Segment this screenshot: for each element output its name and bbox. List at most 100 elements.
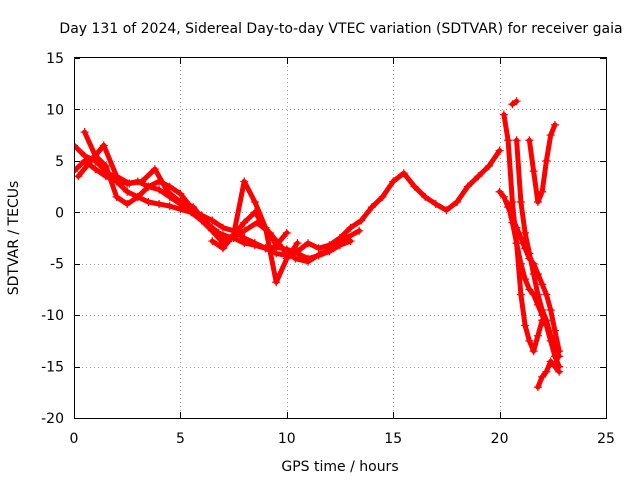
data-point bbox=[399, 169, 408, 178]
data-point bbox=[538, 372, 547, 381]
data-point bbox=[91, 165, 100, 174]
data-point bbox=[272, 241, 281, 250]
data-point bbox=[529, 347, 538, 356]
data-point bbox=[533, 331, 542, 340]
data-point bbox=[463, 182, 472, 191]
y-tick-label: 5 bbox=[55, 154, 64, 170]
data-point bbox=[240, 239, 249, 248]
data-point bbox=[550, 326, 559, 335]
data-point bbox=[293, 249, 302, 258]
data-point bbox=[163, 187, 172, 196]
series-track-l bbox=[508, 97, 521, 109]
data-point bbox=[208, 237, 217, 246]
y-tick-labels: -20 -15 -10 -5 0 5 10 15 bbox=[41, 51, 64, 427]
series-track-e bbox=[208, 208, 302, 287]
data-point bbox=[165, 202, 174, 211]
y-tick-label: -5 bbox=[50, 257, 64, 273]
x-tick-label: 20 bbox=[491, 431, 509, 447]
data-point bbox=[346, 223, 355, 232]
data-point bbox=[378, 192, 387, 201]
data-point bbox=[453, 198, 462, 206]
data-point bbox=[525, 285, 534, 294]
data-point bbox=[546, 306, 555, 314]
data-point bbox=[533, 270, 542, 278]
data-point bbox=[529, 167, 538, 176]
x-tick-labels: 0 5 10 15 20 25 bbox=[70, 431, 615, 447]
data-point bbox=[355, 226, 364, 235]
data-point bbox=[144, 198, 153, 206]
data-point bbox=[208, 216, 217, 225]
data-point bbox=[144, 182, 153, 191]
data-point bbox=[533, 383, 542, 392]
data-point bbox=[512, 239, 521, 248]
y-tick-label: -10 bbox=[41, 308, 64, 324]
y-tick-label: 10 bbox=[46, 102, 64, 118]
data-point bbox=[495, 187, 504, 196]
data-point bbox=[499, 192, 508, 201]
series-line bbox=[535, 358, 562, 390]
data-point bbox=[410, 182, 419, 191]
data-point bbox=[91, 151, 100, 160]
data-point bbox=[155, 185, 164, 194]
data-point bbox=[314, 244, 323, 253]
data-point bbox=[150, 165, 159, 174]
data-point bbox=[521, 244, 530, 253]
data-point bbox=[521, 228, 530, 237]
data-point bbox=[521, 321, 530, 330]
data-point bbox=[550, 362, 559, 371]
data-point bbox=[218, 223, 227, 232]
y-tick-label: 15 bbox=[46, 51, 64, 67]
series-line bbox=[501, 112, 545, 354]
data-point bbox=[99, 141, 108, 150]
data-point bbox=[442, 206, 451, 215]
data-point bbox=[282, 228, 291, 237]
series-track-h bbox=[512, 136, 564, 361]
series-track-j bbox=[525, 120, 559, 206]
data-point bbox=[357, 216, 366, 225]
x-tick-label: 0 bbox=[70, 431, 79, 447]
data-point bbox=[508, 198, 517, 206]
data-point bbox=[508, 100, 517, 109]
data-point bbox=[525, 336, 534, 345]
data-point bbox=[516, 198, 525, 206]
data-point bbox=[112, 192, 121, 201]
data-point bbox=[272, 278, 281, 287]
data-point bbox=[546, 331, 555, 340]
data-point bbox=[533, 290, 542, 299]
data-point bbox=[250, 208, 259, 217]
data-point bbox=[123, 200, 132, 209]
data-point bbox=[218, 244, 227, 253]
data-point bbox=[87, 156, 96, 165]
data-point bbox=[525, 254, 534, 263]
data-point bbox=[546, 357, 555, 366]
series-track-i bbox=[495, 187, 564, 356]
data-point bbox=[512, 136, 521, 145]
series-track-d bbox=[80, 128, 291, 250]
data-point bbox=[525, 136, 534, 145]
data-point bbox=[555, 347, 564, 356]
data-point bbox=[538, 280, 547, 289]
data-point bbox=[504, 203, 513, 212]
data-point bbox=[555, 367, 564, 376]
data-point bbox=[304, 239, 313, 248]
data-point bbox=[278, 244, 287, 253]
data-point bbox=[250, 198, 259, 206]
series-track-c bbox=[74, 141, 364, 266]
data-point bbox=[240, 177, 249, 186]
series-line bbox=[82, 129, 290, 248]
data-point bbox=[261, 223, 270, 232]
data-point bbox=[538, 187, 547, 196]
data-point bbox=[101, 162, 110, 170]
data-point bbox=[125, 179, 134, 188]
y-tick-label: -15 bbox=[41, 360, 64, 376]
y-tick-label: -20 bbox=[41, 411, 64, 427]
data-point bbox=[112, 172, 121, 181]
data-point bbox=[512, 223, 521, 232]
data-point bbox=[495, 146, 504, 155]
data-point bbox=[484, 162, 493, 170]
data-point bbox=[176, 198, 185, 206]
x-tick-label: 15 bbox=[384, 431, 402, 447]
data-point bbox=[542, 156, 551, 165]
data-point bbox=[521, 275, 530, 284]
